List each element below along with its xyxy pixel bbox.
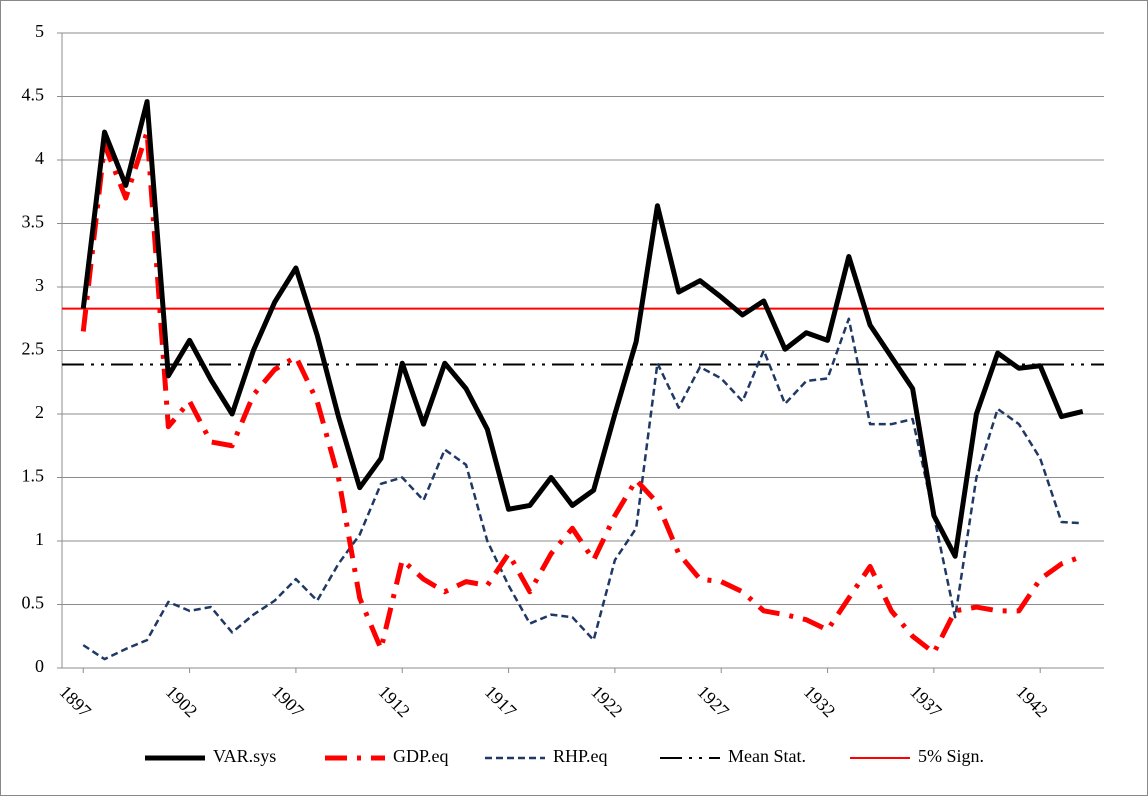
y-tick-label: 4 [35,148,44,168]
y-tick-label: 3.5 [22,212,45,232]
legend-label: RHP.eq [553,746,608,766]
series-line [80,99,1084,559]
series-line [80,129,1084,656]
y-tick-label: 0.5 [22,593,45,613]
y-tick-label: 4.5 [22,85,45,105]
series-line [82,317,1083,661]
y-tick-label: 0 [35,656,44,676]
y-tick-label: 1.5 [22,466,45,486]
legend-label: VAR.sys [213,746,276,766]
y-tick-label: 2 [35,402,44,422]
legend-label: 5% Sign. [918,746,984,766]
legend-label: Mean Stat. [728,746,806,766]
y-tick-label: 5 [35,21,44,41]
y-tick-label: 1 [35,529,44,549]
y-tick-label: 3 [35,275,44,295]
legend-label: GDP.eq [393,746,449,766]
y-tick-label: 2.5 [22,339,45,359]
